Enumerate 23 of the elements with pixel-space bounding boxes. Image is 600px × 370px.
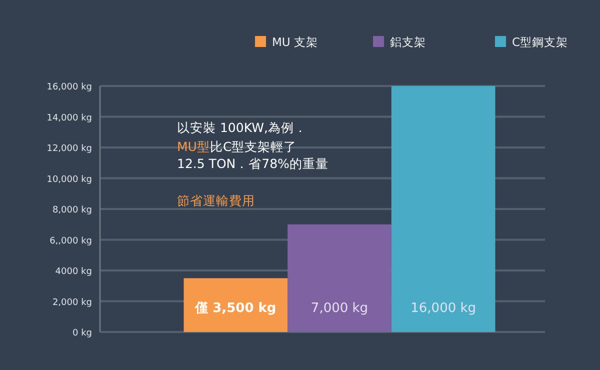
annotation: 比C型支架輕了: [210, 139, 297, 154]
bar: [184, 278, 288, 332]
data-label: 16,000 kg: [410, 301, 476, 316]
y-tick-label: 14,000 kg: [46, 113, 92, 124]
y-tick-label: 12,000 kg: [46, 144, 92, 154]
legend-label: MU 支架: [272, 35, 318, 49]
annotation: MU型: [177, 139, 210, 154]
data-label: 僅 3,500 kg: [194, 301, 276, 316]
annotation: 以安裝 100KW,為例．: [177, 120, 307, 135]
legend-label: 鋁支架: [390, 35, 426, 49]
annotation: 節省運輸費用: [177, 193, 255, 208]
y-tick-label: 16,000 kg: [46, 82, 92, 92]
legend-label: C型鋼支架: [512, 35, 568, 49]
data-label: 7,000 kg: [310, 301, 368, 316]
y-tick-label: 0 kg: [72, 328, 92, 338]
y-tick-label: 4000 kg: [55, 267, 92, 277]
y-tick-label: 2,000 kg: [52, 298, 92, 308]
y-tick-label: 6,,000 kg: [50, 236, 92, 246]
bar: [391, 86, 496, 332]
y-tick-label: 10,000 kg: [46, 174, 92, 185]
bar: [288, 224, 392, 332]
y-tick-label: 8,000 kg: [52, 206, 92, 216]
annotation: 12.5 TON．省78%的重量: [177, 156, 328, 171]
